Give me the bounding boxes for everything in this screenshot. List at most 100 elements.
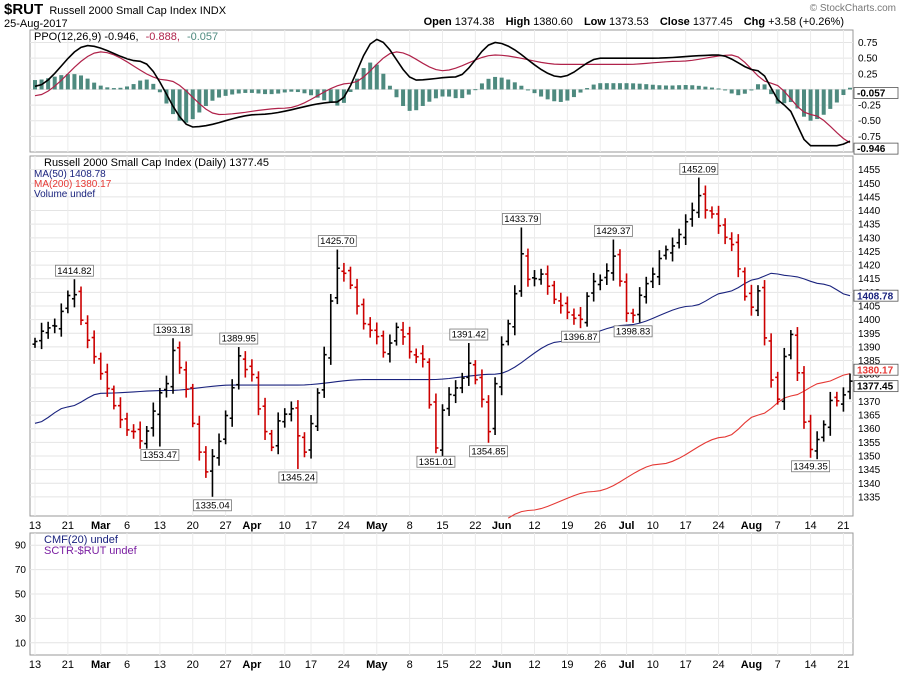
y-tick-label: 1370	[858, 397, 881, 408]
price-annotation-box	[140, 449, 180, 461]
price-bar	[223, 410, 229, 445]
legend-ma50: MA(50) 1408.78	[34, 169, 106, 180]
y-tick-label: 70	[15, 565, 27, 576]
ppo-histogram-bar	[440, 89, 445, 97]
y-tick-label: -0.75	[858, 132, 881, 143]
price-bar	[847, 373, 853, 400]
x-tick-label: 21	[837, 520, 849, 532]
price-bar	[466, 343, 472, 386]
stockcharts-credit: © StockCharts.com	[809, 3, 896, 14]
x-tick-label: 17	[680, 520, 692, 532]
price-bar	[137, 421, 143, 449]
ppo-histogram-bar	[604, 83, 609, 90]
ppo-histogram-bar	[637, 83, 642, 90]
y-tick-label: 0.25	[858, 69, 878, 80]
price-bar	[578, 306, 584, 329]
ppo-histogram-bar	[348, 89, 353, 92]
ppo-histogram-bar	[171, 89, 176, 115]
ppo-histogram-bar	[591, 84, 596, 90]
price-bar	[117, 397, 123, 429]
x-tick-label: 27	[219, 659, 231, 671]
price-bar	[150, 402, 156, 437]
price-bar	[453, 380, 459, 404]
price-bar	[472, 360, 478, 385]
y-tick-label: 1415	[858, 274, 881, 285]
price-bar	[650, 267, 656, 288]
price-bar	[163, 375, 169, 398]
x-tick-label: May	[366, 520, 388, 532]
ppo-histogram-bar	[374, 64, 379, 90]
ppo-histogram-bar	[387, 85, 392, 90]
price-bar	[827, 391, 833, 436]
ppo-histogram-bar	[565, 89, 570, 101]
ppo-histogram-bar	[723, 89, 728, 91]
value-badge-box	[853, 380, 899, 393]
legend-sctr: SCTR-$RUT undef	[44, 545, 138, 557]
ppo-histogram-bar	[92, 82, 97, 90]
price-bar	[354, 278, 360, 315]
price-bar	[236, 347, 242, 390]
price-bar	[748, 284, 754, 316]
price-bar	[486, 395, 492, 443]
ppo-histogram-bar	[598, 83, 603, 90]
y-tick-label: 1360	[858, 424, 881, 435]
price-bar	[413, 348, 419, 364]
ppo-histogram-bar	[190, 89, 195, 120]
price-bar	[630, 308, 636, 323]
price-bar	[702, 185, 708, 219]
price-bar	[98, 352, 104, 380]
x-tick-label: Jun	[492, 520, 512, 532]
x-tick-label: 6	[124, 520, 130, 532]
ppo-histogram-bar	[420, 89, 425, 106]
value-badge: 1377.45	[857, 382, 894, 393]
price-bar	[190, 383, 196, 428]
price-annotation: 1393.18	[156, 325, 190, 336]
x-tick-label: 19	[561, 659, 573, 671]
high-value: 1380.60	[533, 16, 573, 28]
price-bar	[308, 414, 314, 459]
y-tick-label: 1345	[858, 465, 881, 476]
ppo-histogram-bar	[177, 89, 182, 121]
price-bar	[196, 415, 202, 461]
x-tick-label: 24	[338, 520, 350, 532]
y-tick-label: 10	[15, 638, 27, 649]
price-annotation: 1425.70	[320, 236, 354, 247]
x-tick-label: 12	[528, 659, 540, 671]
y-tick-label: 0.50	[858, 54, 878, 65]
ppo-gridlines	[30, 30, 853, 152]
y-tick-label: 1435	[858, 220, 881, 231]
price-annotation: 1429.37	[596, 226, 630, 237]
x-tick-label: 24	[338, 659, 350, 671]
ppo-histogram-bar	[617, 83, 622, 90]
ppo-histogram-bar	[427, 89, 432, 102]
price-bar	[203, 446, 209, 478]
price-bar	[446, 387, 452, 416]
price-bar	[558, 292, 564, 314]
price-annotation-box	[501, 213, 541, 225]
price-bar	[571, 308, 577, 325]
ppo-histogram-bar	[381, 73, 386, 90]
chart-date: 25-Aug-2017	[4, 18, 68, 30]
y-tick-label: 1430	[858, 233, 881, 244]
price-bar	[696, 177, 702, 218]
ppo-panel-frame	[29, 29, 854, 153]
x-tick-label: 24	[712, 520, 724, 532]
price-bar	[801, 366, 807, 429]
ppo-histogram-bar	[217, 89, 222, 98]
price-bar	[459, 372, 465, 394]
price-chart-title: Russell 2000 Small Cap Index (Daily) 137…	[44, 157, 269, 169]
ppo-histogram-bar	[125, 86, 130, 90]
value-badge: -0.946	[857, 144, 886, 155]
ppo-histogram-bar	[703, 86, 708, 90]
ppo-histogram-bar	[788, 89, 793, 103]
ppo-histogram-bar	[585, 88, 590, 90]
ppo-legend-signal: -0.888,	[146, 31, 180, 43]
y-tick-label: 1355	[858, 438, 881, 449]
ppo-histogram-bar	[276, 89, 281, 94]
y-tick-label: 1420	[858, 261, 881, 272]
price-bar	[821, 420, 827, 442]
x-tick-label: 7	[775, 659, 781, 671]
ppo-histogram-bar	[79, 75, 84, 90]
x-tick-label: 14	[804, 659, 816, 671]
